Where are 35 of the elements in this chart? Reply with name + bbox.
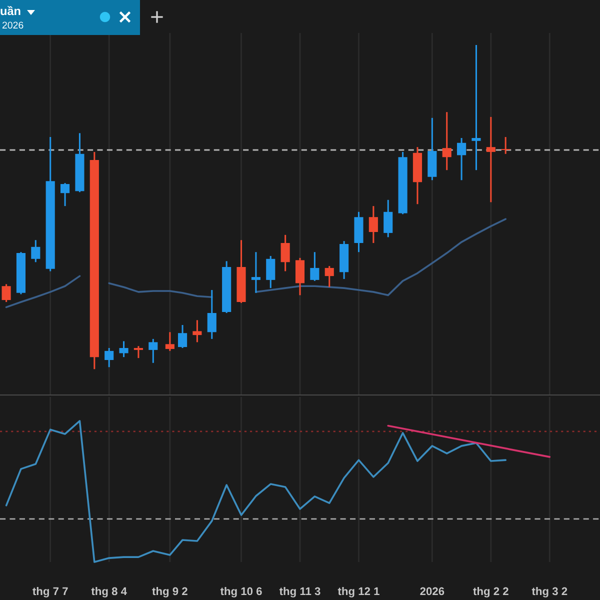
candlestick: [2, 283, 11, 303]
candlestick: [295, 257, 305, 296]
candlestick: [251, 251, 260, 294]
candlestick: [368, 205, 378, 244]
x-tick-label: thg 7 7: [32, 587, 68, 598]
candlestick: [60, 182, 70, 207]
candlestick: [178, 324, 188, 349]
candlestick: [472, 44, 481, 171]
x-tick-label: 2026: [420, 587, 444, 596]
x-tick-label: thg 8 4: [91, 587, 127, 598]
candlestick: [31, 239, 40, 263]
candlestick: [119, 340, 128, 358]
candlestick: [442, 111, 452, 171]
text: 2026: [2, 22, 24, 29]
candlestick: [280, 234, 290, 272]
candlestick: [384, 199, 393, 238]
text: uần: [0, 6, 20, 16]
candlestick: [104, 347, 114, 368]
x-tick-label: thg 10 6: [220, 587, 262, 598]
candlestick: [192, 319, 202, 343]
candlestick: [501, 136, 510, 155]
candlestick: [324, 265, 334, 288]
candlestick: [266, 255, 276, 289]
x-tick-label: thg 2 2: [473, 587, 508, 598]
x-tick-label: thg 9 2: [152, 587, 188, 598]
candlestick: [148, 338, 158, 364]
candlestick: [165, 331, 174, 352]
x-tick-label: thg 12 1: [338, 587, 380, 598]
candlestick: [310, 251, 320, 282]
candlestick: [457, 137, 466, 181]
x-tick-label: thg 3 2: [532, 587, 568, 598]
x-tick-label: thg 11 3: [279, 587, 320, 598]
candlestick: [486, 116, 496, 203]
candlestick: [207, 289, 216, 340]
candlestick: [134, 345, 143, 359]
